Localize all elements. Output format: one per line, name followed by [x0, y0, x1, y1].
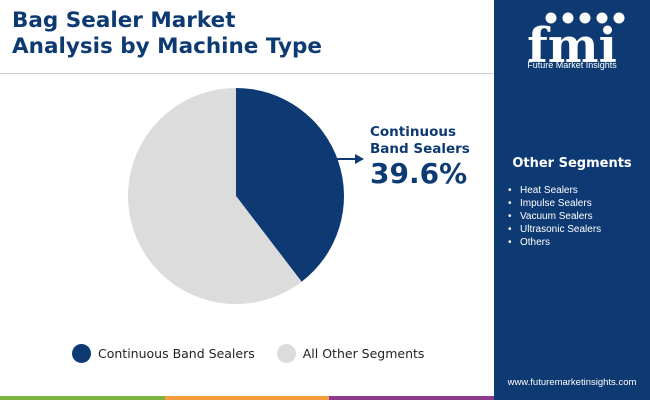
- other-segments-list: • Heat Sealers • Impulse Sealers • Vacuum S…: [508, 184, 601, 249]
- legend-swatch-other: [276, 343, 296, 363]
- legend-label-continuous: Continuous Band Sealers: [98, 345, 255, 361]
- bottom-color-bar: [0, 396, 495, 400]
- list-item: • Ultrasonic Sealers: [508, 224, 602, 235]
- callout-value: 39.6%: [370, 157, 468, 190]
- callout-category-line-2: Band Sealers: [370, 141, 470, 157]
- list-item: • Heat Sealers: [508, 185, 578, 196]
- pie-slice-continuous-band-sealers: [236, 88, 345, 282]
- page-title: Bag Sealer Market Analysis by Machine Ty…: [12, 8, 482, 60]
- legend-item-all-other-segments: All Other Segments: [276, 343, 425, 363]
- list-item: • Vacuum Sealers: [508, 211, 593, 222]
- bottom-bar-orange: [164, 396, 330, 400]
- other-segments-title: Other Segments: [512, 156, 632, 171]
- title-line-2: Analysis by Machine Type: [12, 34, 322, 59]
- logo-mark: fmi: [527, 18, 617, 70]
- callout-category-line-1: Continuous: [370, 124, 457, 140]
- legend-label-other: All Other Segments: [302, 345, 425, 361]
- bottom-bar-purple: [329, 396, 495, 400]
- website-link[interactable]: www.futuremarketinsights.com: [507, 377, 637, 388]
- legend-swatch-continuous: [72, 343, 91, 363]
- list-item: • Impulse Sealers: [508, 198, 592, 209]
- fmi-logo-icon: fmi: [527, 12, 625, 70]
- slice-callout: Continuous Band Sealers 39.6%: [370, 124, 470, 189]
- logo-text: Future Market Insights: [527, 60, 617, 70]
- pie-chart: [128, 88, 364, 304]
- pie-slice-all-other-segments: [128, 88, 302, 304]
- callout-arrow-head: [355, 154, 364, 164]
- sidebar: fmi Future Market Insights Other Segment…: [494, 0, 650, 400]
- legend-item-continuous-band-sealers: Continuous Band Sealers: [72, 343, 255, 363]
- chart-legend: Continuous Band Sealers All Other Segmen…: [72, 343, 446, 363]
- title-line-1: Bag Sealer Market: [12, 8, 236, 33]
- list-item: • Others: [508, 237, 551, 248]
- bottom-bar-green: [0, 396, 165, 400]
- title-divider: [0, 73, 494, 74]
